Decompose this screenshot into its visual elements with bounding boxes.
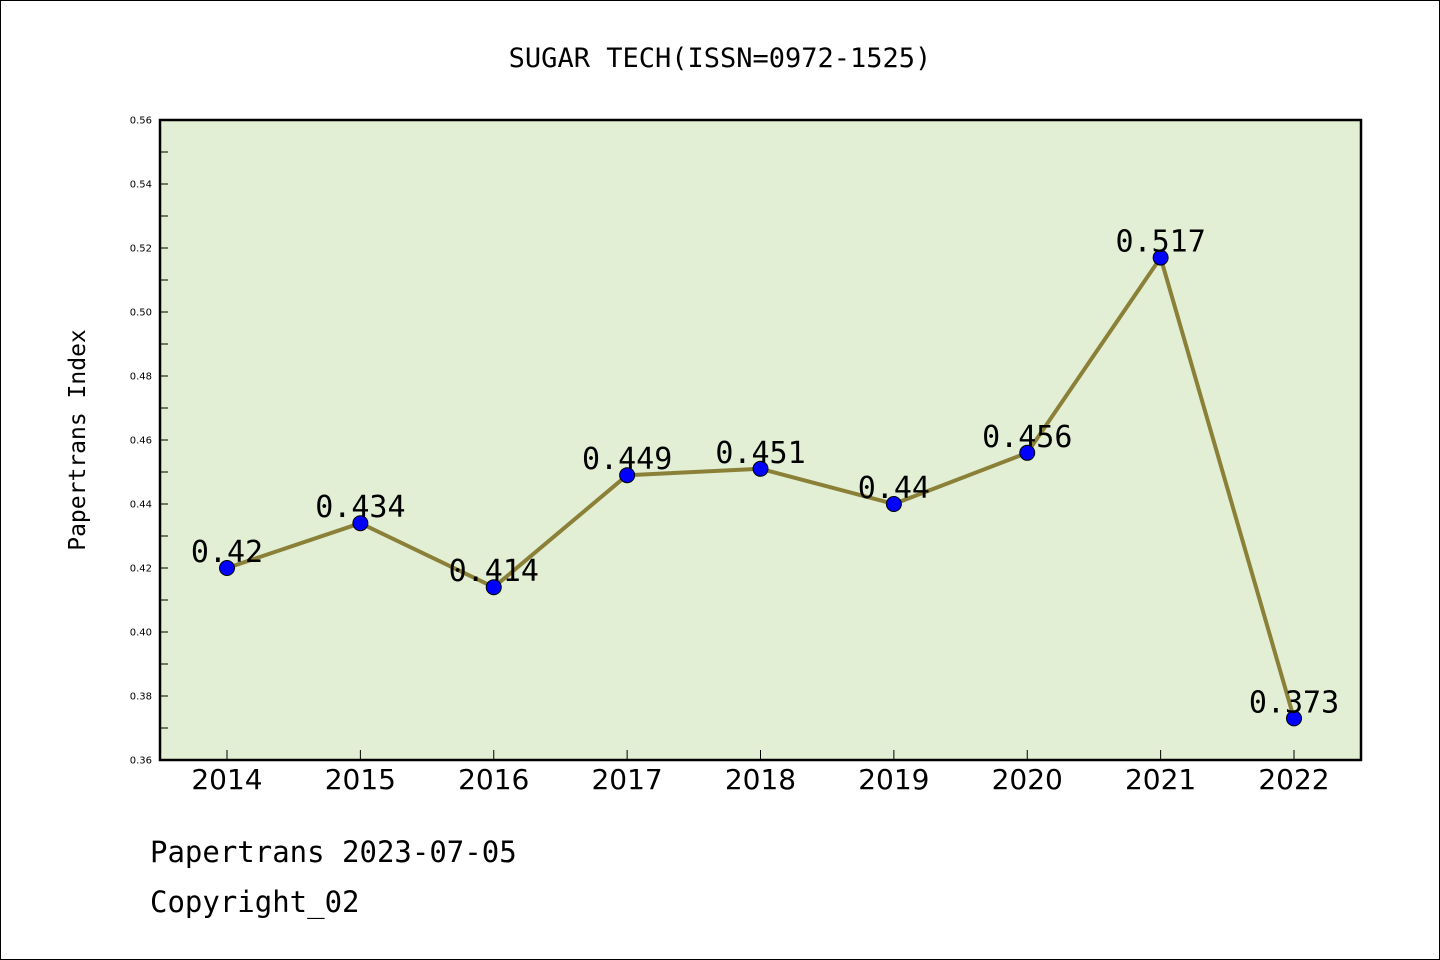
- y-tick-label: 0.50: [130, 308, 152, 319]
- data-label: 0.456: [982, 420, 1072, 455]
- x-tick-label: 2018: [725, 763, 796, 796]
- data-label: 0.414: [449, 554, 539, 589]
- data-label: 0.373: [1249, 685, 1339, 720]
- data-point: [1152, 249, 1169, 266]
- y-tick-label: 0.42: [130, 564, 152, 575]
- data-point: [1019, 444, 1036, 461]
- y-axis-ticks: 0.36 0.38 0.40 0.42 0.44 0.46 0.48 0.50 0.52 0.54…: [130, 116, 168, 767]
- plot-area: [160, 120, 1361, 760]
- copyright-text: Copyright_02: [150, 885, 360, 919]
- series-markers: [219, 249, 1302, 727]
- data-labels: 0.42 0.434 0.414 0.449 0.451 0.44 0.456 0.517 0.…: [191, 225, 1339, 721]
- data-label: 0.44: [858, 471, 930, 506]
- y-tick-label: 0.56: [130, 116, 152, 127]
- x-tick-label: 2019: [858, 763, 929, 796]
- x-tick-label: 2015: [325, 763, 396, 796]
- data-label: 0.434: [315, 490, 405, 525]
- y-tick-label: 0.52: [130, 244, 152, 255]
- data-point: [619, 467, 636, 484]
- x-tick-label: 2017: [591, 763, 662, 796]
- source-date: Papertrans 2023-07-05: [150, 835, 517, 869]
- y-axis-label: Papertrans Index: [65, 329, 91, 551]
- data-point: [1286, 710, 1302, 727]
- y-tick-label: 0.40: [130, 628, 152, 639]
- data-point: [752, 460, 769, 477]
- y-tick-label: 0.48: [130, 372, 152, 383]
- chart-title: SUGAR TECH(ISSN=0972-1525): [509, 43, 932, 74]
- x-tick-label: 2020: [992, 763, 1063, 796]
- data-point: [485, 579, 502, 596]
- x-tick-label: 2021: [1125, 763, 1196, 796]
- data-label: 0.451: [715, 436, 805, 471]
- data-point: [219, 560, 235, 576]
- y-tick-label: 0.54: [130, 180, 152, 191]
- x-tick-label: 2022: [1258, 763, 1329, 796]
- data-label: 0.517: [1115, 225, 1205, 260]
- x-axis-ticks: 2014 2015 2016 2017 2018 2019 2020 2021 2022: [191, 750, 1330, 796]
- y-tick-label: 0.46: [130, 436, 152, 447]
- data-point: [352, 515, 369, 532]
- data-point: [885, 496, 902, 512]
- plot-border: [158, 118, 1363, 762]
- x-tick-label: 2016: [458, 763, 529, 796]
- y-tick-label: 0.44: [130, 500, 152, 511]
- data-label: 0.449: [582, 442, 672, 477]
- y-tick-label: 0.36: [130, 756, 152, 767]
- data-label: 0.42: [191, 535, 263, 570]
- x-tick-label: 2014: [191, 763, 262, 796]
- y-tick-label: 0.38: [130, 692, 152, 703]
